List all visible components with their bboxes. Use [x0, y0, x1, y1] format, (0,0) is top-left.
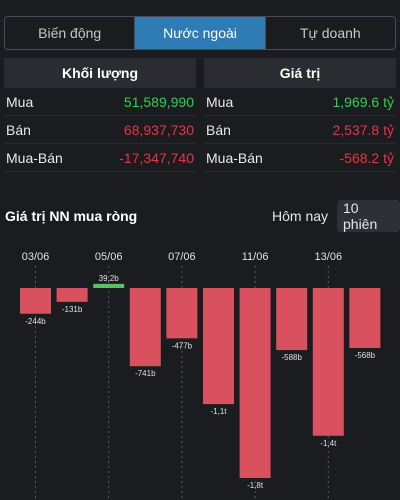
bar-data-label: 39,2b — [99, 274, 120, 283]
row-label: Bán — [206, 121, 231, 138]
tab-bar: Biến động Nước ngoài Tự doanh — [4, 16, 396, 50]
row-label: Mua-Bán — [206, 149, 263, 166]
volume-header: Khối lượng — [4, 58, 196, 88]
row-label: Mua — [206, 93, 234, 110]
bar — [56, 288, 88, 302]
row-label: Bán — [6, 121, 31, 138]
tab-nuoc-ngoai[interactable]: Nước ngoài — [135, 17, 266, 49]
bar — [93, 283, 125, 288]
tab-tu-doanh[interactable]: Tự doanh — [299, 25, 361, 41]
volume-row-buy: Mua 51,589,990 — [4, 88, 196, 116]
volume-sell-value: 68,937,730 — [123, 121, 194, 138]
bar-data-label: -131b — [62, 305, 83, 314]
value-buy-value: 1,969.6 tỷ — [332, 93, 395, 110]
volume-net-value: -17,347,740 — [119, 149, 194, 166]
x-tick-label: 07/06 — [168, 251, 196, 263]
tab-bien-dong[interactable]: Biến động — [5, 17, 136, 49]
x-tick-label: 11/06 — [242, 251, 269, 263]
value-row-buy: Mua 1,969.6 tỷ — [204, 88, 396, 116]
net-foreign-title: Giá trị NN mua ròng — [5, 208, 138, 224]
bar — [349, 288, 381, 348]
bar-data-label: -588b — [281, 353, 302, 362]
bar — [166, 288, 198, 339]
bar — [239, 288, 271, 478]
bar — [20, 288, 51, 314]
bar-data-label: -741b — [135, 369, 156, 378]
bar — [129, 288, 161, 367]
value-panel: Giá trị Mua 1,969.6 tỷ Bán 2,537.8 tỷ Mu… — [204, 58, 396, 172]
bar-data-label: -568b — [355, 351, 376, 360]
bar — [276, 288, 308, 351]
x-tick-label: 05/06 — [95, 251, 123, 263]
value-row-net: Mua-Bán -568.2 tỷ — [204, 144, 396, 172]
bar — [312, 288, 344, 436]
volume-buy-value: 51,589,990 — [123, 93, 194, 110]
bar-data-label: -1,1t — [210, 407, 227, 416]
bar-data-label: -244b — [25, 317, 46, 326]
volume-panel: Khối lượng Mua 51,589,990 Bán 68,937,730… — [4, 58, 196, 172]
bar-data-label: -1,8t — [247, 481, 264, 490]
bar-data-label: -1,4t — [320, 439, 337, 448]
bar — [203, 288, 234, 405]
value-net-value: -568.2 tỷ — [339, 149, 394, 166]
period-today-button[interactable]: Hôm nay — [272, 208, 329, 224]
x-tick-label: 03/06 — [22, 251, 50, 263]
value-sell-value: 2,537.8 tỷ — [332, 121, 395, 138]
x-tick-label: 13/06 — [315, 251, 343, 263]
volume-row-net: Mua-Bán -17,347,740 — [4, 144, 196, 172]
period-10-sessions-button[interactable]: 10 phiên — [337, 200, 400, 232]
value-header: Giá trị — [204, 58, 396, 88]
row-label: Mua — [6, 93, 34, 110]
value-row-sell: Bán 2,537.8 tỷ — [204, 116, 396, 144]
volume-row-sell: Bán 68,937,730 — [4, 116, 196, 144]
row-label: Mua-Bán — [6, 149, 63, 166]
net-foreign-bar-chart: 03/06 05/06 07/06 11/06 13/06 -244b -131b 39,2b… — [20, 251, 381, 500]
bar-data-label: -477b — [172, 341, 193, 350]
